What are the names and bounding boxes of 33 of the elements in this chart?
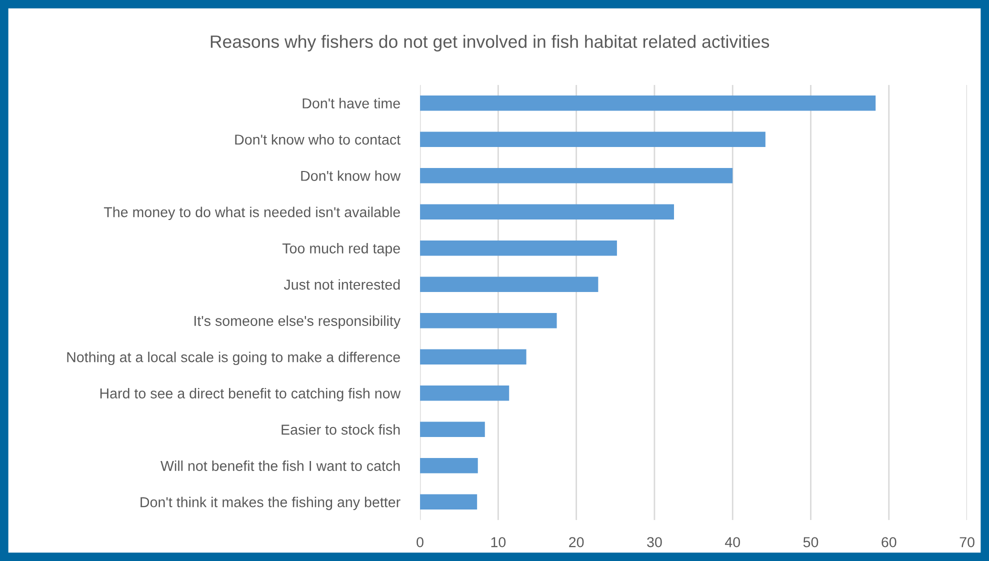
- x-tick-label: 40: [724, 537, 740, 548]
- x-tick-label: 50: [803, 537, 818, 548]
- y-tick-label: Don't know who to contact: [235, 134, 400, 145]
- bar: [420, 240, 617, 256]
- bar: [420, 276, 598, 292]
- bar: [420, 132, 766, 147]
- chart-title: Reasons why fishers do not get involved in fish habitat related activities: [210, 34, 770, 52]
- y-tick-label: Don't think it makes the fishing any better: [140, 496, 400, 510]
- bar: [420, 168, 733, 184]
- x-tick-label: 60: [882, 537, 896, 548]
- y-tick-label: Easier to stock fish: [282, 424, 400, 435]
- x-tick-label: 20: [569, 537, 584, 548]
- bar: [420, 386, 510, 401]
- y-tick-label: Just not interested: [284, 279, 400, 290]
- y-tick-label: The money to do what is needed isn't available: [104, 206, 400, 220]
- x-tick-label: 0: [416, 537, 424, 548]
- y-tick-label: Will not benefit the fish I want to catch: [160, 460, 400, 471]
- y-tick-label: Nothing at a local scale is going to make a difference: [67, 352, 400, 366]
- bar: [420, 458, 478, 474]
- y-tick-label: Don't have time: [302, 98, 400, 108]
- bar: [420, 422, 485, 438]
- bar: [420, 204, 674, 220]
- y-tick-label: It's someone else's responsibility: [194, 315, 401, 329]
- x-tick-label: 10: [491, 537, 506, 548]
- x-tick-label: 30: [647, 537, 662, 548]
- bar: [420, 494, 478, 510]
- y-tick-label: Hard to see a direct benefit to catching fish now: [100, 388, 401, 402]
- bar: [420, 96, 876, 111]
- bar: [420, 349, 526, 365]
- bar: [420, 313, 557, 328]
- x-tick-label: 70: [960, 537, 974, 548]
- y-tick-label: Too much red tape: [282, 242, 400, 256]
- y-tick-label: Don't know how: [301, 170, 401, 181]
